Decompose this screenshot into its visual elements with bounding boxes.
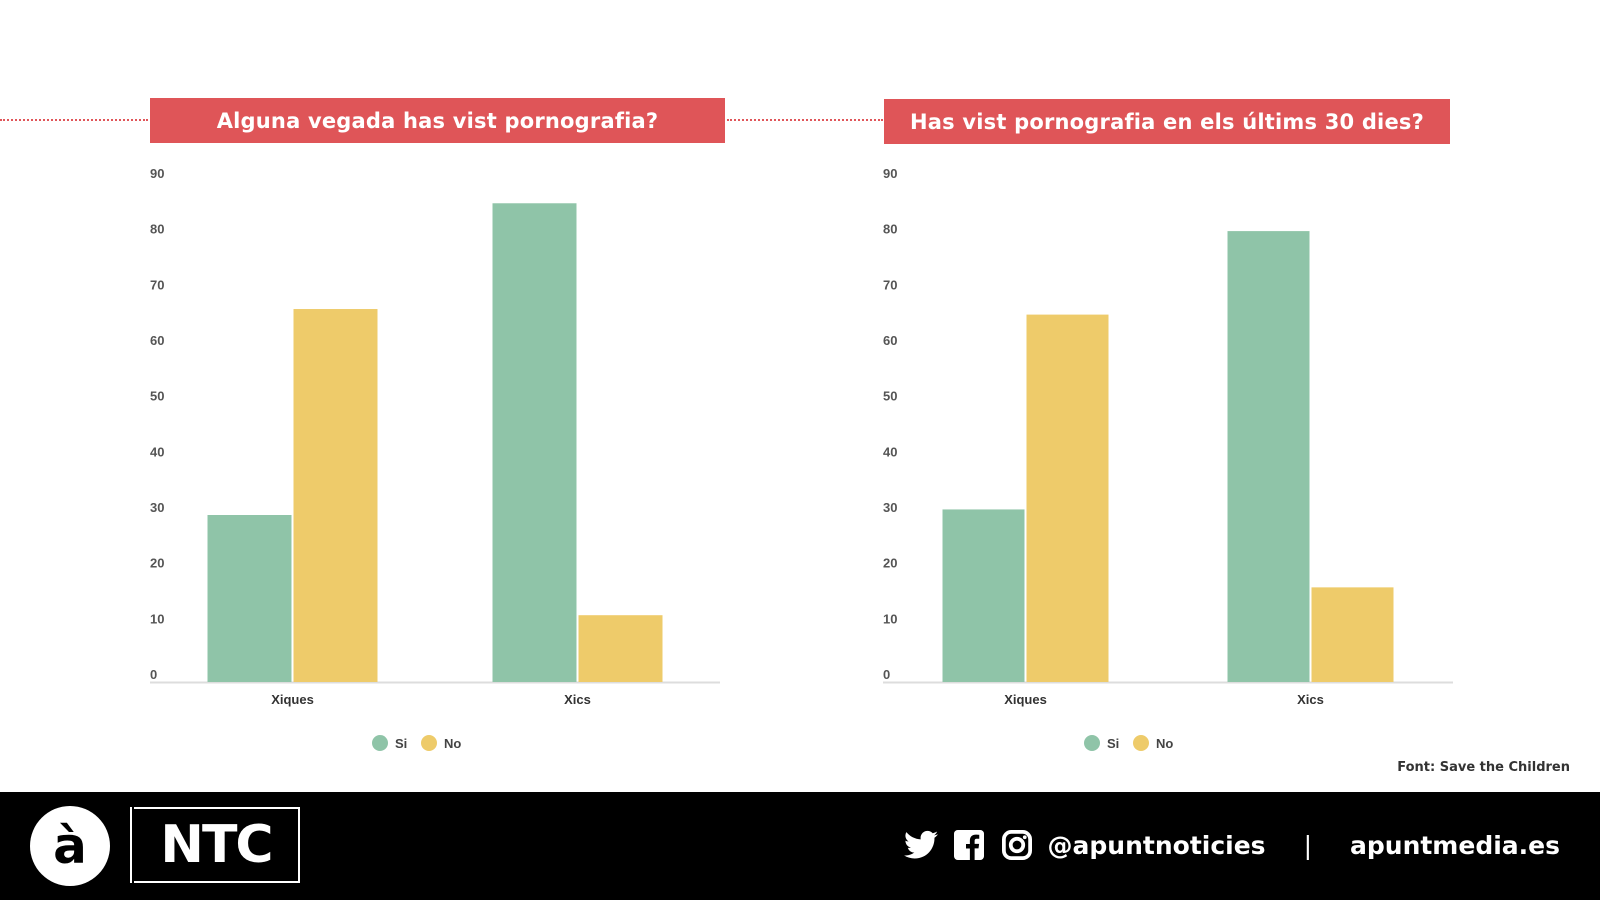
social-handle[interactable]: @apuntnoticies (1047, 830, 1266, 860)
apunt-logo-letter: à (53, 817, 87, 875)
legend-marker-no (421, 735, 437, 751)
y-tick-label: 40 (150, 444, 164, 459)
bar-no-xiques (293, 309, 378, 682)
ntc-logo-bracket (130, 807, 144, 883)
y-tick-label: 50 (150, 389, 164, 404)
y-tick-label: 80 (150, 222, 164, 237)
ntc-logo-text: NTC (160, 815, 273, 875)
legend-label-no: No (444, 736, 461, 751)
y-tick-label: 30 (883, 500, 897, 515)
title-decoration-line-left (0, 119, 148, 121)
bar-si-xics (492, 203, 577, 682)
twitter-icon[interactable] (903, 828, 938, 862)
y-tick-label: 10 (883, 611, 897, 626)
bar-si-xiques (942, 509, 1025, 682)
y-tick-label: 0 (883, 667, 890, 682)
y-tick-label: 70 (883, 277, 897, 292)
bar-no-xics (578, 615, 663, 682)
y-tick-label: 60 (150, 333, 164, 348)
facebook-icon[interactable] (952, 828, 986, 862)
instagram-icon[interactable] (1000, 828, 1034, 862)
bar-no-xics (1311, 587, 1394, 682)
legend-label-si: Si (1107, 736, 1119, 751)
x-category-label: Xics (1297, 692, 1324, 707)
source-note: Font: Save the Children (1397, 760, 1570, 775)
legend-label-no: No (1156, 736, 1173, 751)
chart-2-title: Has vist pornografia en els últims 30 di… (884, 99, 1450, 144)
y-tick-label: 40 (883, 444, 897, 459)
legend-marker-no (1133, 735, 1149, 751)
website-link[interactable]: apuntmedia.es (1350, 830, 1560, 860)
social-links: @apuntnoticies | apuntmedia.es (903, 822, 1560, 868)
y-tick-label: 90 (150, 166, 164, 181)
chart-1-title: Alguna vegada has vist pornografia? (150, 98, 725, 143)
x-category-label: Xics (564, 692, 591, 707)
bar-si-xiques (207, 515, 292, 682)
y-tick-label: 0 (150, 667, 157, 682)
legend-marker-si (1084, 735, 1100, 751)
bar-si-xics (1227, 231, 1310, 682)
bar-no-xiques (1026, 314, 1109, 682)
ntc-logo[interactable]: NTC (130, 807, 300, 883)
y-tick-label: 80 (883, 222, 897, 237)
legend-label-si: Si (395, 736, 407, 751)
footer-bar: à NTC @apuntnoticies | apuntmedia.es (0, 792, 1600, 900)
chart-2: 0 10 20 30 40 50 60 70 80 90 Xiques Xics Si No (873, 160, 1473, 770)
footer-separator: | (1303, 830, 1312, 860)
y-tick-label: 10 (150, 611, 164, 626)
y-tick-label: 90 (883, 166, 897, 181)
y-tick-label: 50 (883, 389, 897, 404)
y-tick-label: 70 (150, 277, 164, 292)
y-tick-label: 60 (883, 333, 897, 348)
x-category-label: Xiques (271, 692, 314, 707)
y-tick-label: 20 (883, 556, 897, 571)
apunt-logo[interactable]: à (30, 806, 110, 886)
title-decoration-line-middle (727, 119, 883, 121)
chart-1: 0 10 20 30 40 50 60 70 80 90 Xiques Xics Si No (140, 160, 740, 770)
x-category-label: Xiques (1004, 692, 1047, 707)
chart-1-svg: 0 10 20 30 40 50 60 70 80 90 Xiques Xics Si No (150, 166, 720, 751)
legend-marker-si (372, 735, 388, 751)
y-tick-label: 30 (150, 500, 164, 515)
y-tick-label: 20 (150, 556, 164, 571)
chart-2-svg: 0 10 20 30 40 50 60 70 80 90 Xiques Xics Si No (883, 166, 1453, 751)
